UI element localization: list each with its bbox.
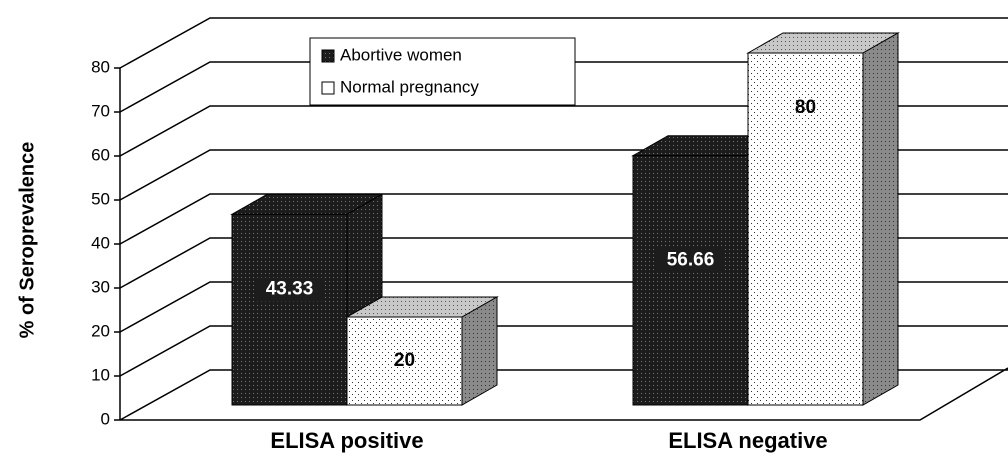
y-axis-label: % of Seroprevalence — [16, 142, 38, 339]
data-label: 43.33 — [266, 279, 314, 300]
y-tick-label: 20 — [91, 321, 110, 340]
legend-label: Abortive women — [340, 45, 462, 64]
grid-line — [119, 17, 1008, 69]
grid-line — [119, 61, 1008, 113]
legend-label: Normal pregnancy — [340, 77, 479, 96]
y-tick-label: 10 — [91, 365, 110, 384]
data-label: 20 — [394, 350, 415, 371]
x-tick-label: ELISA negative — [668, 428, 827, 453]
y-tick-label: 60 — [91, 145, 110, 164]
legend-box — [309, 37, 576, 106]
data-label: 56.66 — [667, 249, 715, 270]
legend-swatch — [321, 81, 335, 95]
bar — [231, 213, 348, 406]
y-tick-label: 50 — [91, 189, 110, 208]
y-tick-label: 40 — [91, 233, 110, 252]
bar — [346, 316, 463, 406]
data-label-bg — [656, 248, 725, 273]
y-tick-label: 0 — [101, 409, 110, 428]
bar — [747, 52, 864, 406]
y-tick-label: 30 — [91, 277, 110, 296]
y-tick-label: 70 — [91, 101, 110, 120]
x-tick-label: ELISA positive — [270, 428, 423, 453]
bar — [632, 155, 749, 406]
data-label: 80 — [795, 97, 816, 118]
legend-swatch — [321, 49, 335, 63]
data-label-bg — [255, 277, 324, 302]
y-tick-label: 80 — [91, 57, 110, 76]
bar-side — [862, 32, 899, 406]
grid-line — [119, 105, 1008, 157]
